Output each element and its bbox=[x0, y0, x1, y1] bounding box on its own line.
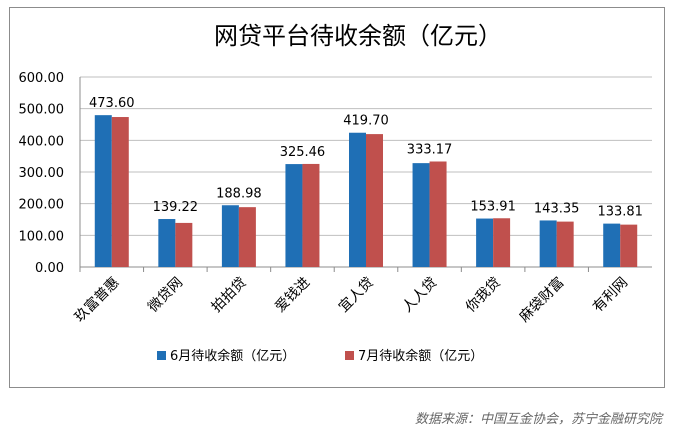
y-tick-label: 200.00 bbox=[19, 198, 65, 213]
bar-july bbox=[111, 117, 129, 267]
y-tick-label: 400.00 bbox=[19, 134, 65, 149]
legend-label: 7月待收余额（亿元） bbox=[358, 348, 483, 364]
x-category-label: 麻袋财富 bbox=[516, 274, 568, 326]
y-tick-label: 500.00 bbox=[19, 103, 65, 118]
data-label: 143.35 bbox=[534, 201, 580, 216]
bar-june bbox=[221, 205, 239, 267]
x-category-label: 玖富普惠 bbox=[71, 274, 123, 326]
bar-july bbox=[556, 221, 574, 267]
bar-june bbox=[349, 132, 366, 267]
bar-june bbox=[158, 219, 176, 267]
x-category-label: 宜人贷 bbox=[336, 275, 377, 316]
y-tick-label: 300.00 bbox=[19, 166, 65, 181]
source-note: 数据来源：中国互金协会，苏宁金融研究院 bbox=[414, 412, 662, 427]
x-category-label: 爱钱进 bbox=[272, 275, 313, 316]
y-tick-label: 100.00 bbox=[19, 229, 65, 244]
legend-swatch bbox=[157, 351, 166, 360]
data-label: 473.60 bbox=[89, 96, 135, 111]
chart-title: 网贷平台待收余额（亿元） bbox=[214, 22, 502, 50]
y-tick-label: 600.00 bbox=[19, 71, 65, 86]
legend-swatch bbox=[345, 351, 354, 360]
data-label: 188.98 bbox=[216, 186, 262, 201]
bar-june bbox=[539, 220, 557, 267]
data-label: 333.17 bbox=[407, 142, 453, 157]
legend-label: 6月待收余额（亿元） bbox=[170, 348, 295, 364]
x-category-label: 你我贷 bbox=[463, 275, 504, 316]
data-label: 139.22 bbox=[153, 200, 199, 215]
bar-june bbox=[476, 218, 494, 267]
data-label: 133.81 bbox=[597, 205, 643, 220]
bar-july bbox=[493, 218, 511, 267]
x-category-label: 有利网 bbox=[590, 275, 631, 316]
data-label: 419.70 bbox=[343, 114, 389, 129]
bar-july bbox=[175, 222, 193, 267]
x-category-label: 拍拍贷 bbox=[209, 275, 250, 316]
bar-june bbox=[412, 163, 430, 267]
x-category-label: 微贷网 bbox=[145, 275, 186, 316]
bar-july bbox=[366, 134, 383, 267]
data-label: 325.46 bbox=[280, 145, 326, 160]
bar-june bbox=[285, 164, 303, 267]
bar-july bbox=[238, 207, 256, 267]
bar-july bbox=[302, 163, 320, 267]
bar-july bbox=[429, 161, 447, 267]
y-tick-label: 0.00 bbox=[35, 261, 64, 276]
bar-june bbox=[94, 115, 112, 268]
bar-june bbox=[603, 223, 621, 267]
data-label: 153.91 bbox=[470, 199, 516, 214]
bar-july bbox=[620, 224, 638, 267]
x-category-label: 人人贷 bbox=[399, 275, 440, 316]
